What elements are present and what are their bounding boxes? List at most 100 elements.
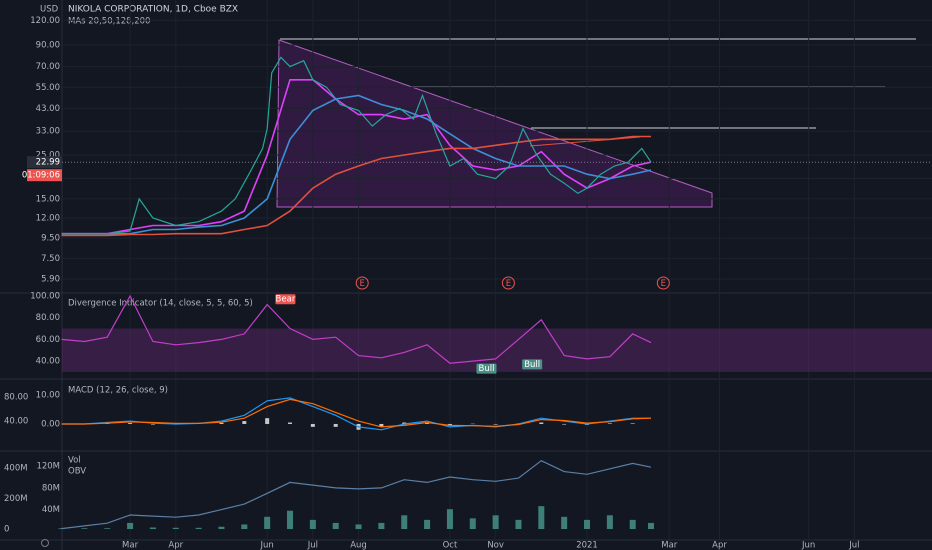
y-tick-label: 40.00 — [4, 417, 28, 427]
histogram-bar — [265, 418, 270, 424]
y-tick-label: 12.00 — [36, 214, 60, 224]
ma-legend: MAs 20,50,128,200 — [68, 17, 150, 27]
indicator-title: MACD (12, 26, close, 9) — [68, 386, 168, 396]
volume-bar — [606, 515, 613, 530]
signal-label: Bear — [276, 295, 296, 305]
y-tick-label: 0 — [4, 525, 9, 535]
y-tick-label: 80.00 — [4, 392, 28, 402]
x-tick-label: Apr — [712, 541, 727, 550]
x-tick-label: Mar — [122, 541, 139, 550]
histogram-bar — [310, 423, 315, 427]
indicator-title: Divergence Indicator (14, close, 5, 5, 6… — [68, 299, 253, 309]
volume-bar — [446, 509, 453, 530]
histogram-bar — [333, 423, 338, 427]
y-tick-label: 5.90 — [41, 274, 60, 284]
volume-bar — [401, 515, 408, 530]
x-tick-label: 2021 — [576, 541, 598, 550]
y-tick-label: 100.00 — [30, 291, 60, 301]
y-tick-label: 55.00 — [36, 83, 60, 93]
y-tick-label: 120.00 — [30, 16, 60, 26]
currency: USD — [40, 5, 59, 15]
histogram-bar — [402, 422, 407, 424]
y-tick-label: 200M — [4, 494, 28, 504]
y-tick-label: 15.00 — [36, 194, 60, 204]
volume-bar — [218, 526, 225, 530]
x-tick-label: Jun — [260, 541, 274, 550]
histogram-bar — [539, 422, 544, 424]
volume-bar — [309, 519, 316, 530]
volume-bar — [104, 528, 111, 530]
histogram-bar — [493, 423, 498, 425]
x-tick-label: Jun — [801, 541, 815, 550]
moving-average — [61, 135, 651, 237]
x-tick-label: Apr — [168, 541, 183, 550]
volume-bar — [355, 524, 362, 530]
x-tick-label: Aug — [350, 541, 367, 550]
volume-bar — [81, 528, 88, 530]
moving-average — [61, 94, 652, 235]
x-tick-label: Oct — [443, 541, 458, 550]
symbol-title: NIKOLA CORPORATION, 1D, Cboe BZX — [68, 5, 238, 15]
countdown: 01:09:06 — [22, 171, 60, 181]
y-tick-label: 10.00 — [36, 391, 60, 401]
earnings-marker — [656, 276, 670, 290]
settings-icon[interactable] — [41, 539, 49, 547]
price-line — [61, 294, 652, 364]
histogram-bar — [447, 423, 452, 426]
histogram-bar — [607, 423, 612, 424]
signal-label: Bull — [524, 360, 540, 370]
histogram-bar — [562, 423, 567, 425]
y-tick-label: 9.50 — [41, 234, 60, 244]
volume-bar — [241, 524, 248, 530]
y-tick-label: 0.00 — [41, 419, 60, 429]
volume-bar — [538, 506, 545, 530]
volume-bar — [195, 527, 202, 530]
y-tick-label: 40.00 — [36, 357, 60, 367]
signal-label-box — [476, 363, 497, 374]
y-tick-label: 43.00 — [36, 104, 60, 114]
volume-bar — [561, 516, 568, 530]
signal-label-box — [522, 359, 543, 370]
y-tick-label: 7.50 — [41, 254, 60, 264]
x-tick-label: Nov — [487, 541, 504, 550]
histogram-bar — [379, 423, 384, 427]
histogram-bar — [630, 423, 635, 424]
band — [62, 328, 932, 372]
indicator-title: OBV — [68, 467, 86, 477]
histogram-bar — [288, 422, 293, 424]
signal-label: Bull — [479, 364, 495, 374]
y-tick-label: 33.00 — [36, 127, 60, 137]
histogram-bar — [150, 423, 155, 425]
earnings-label: E — [661, 279, 666, 289]
x-tick-label: Mar — [661, 541, 678, 550]
volume-bar — [378, 522, 385, 530]
last-price-box — [27, 156, 62, 169]
indicator-title: Vol — [68, 456, 81, 466]
volume-bar — [469, 518, 476, 530]
histogram-bar — [128, 423, 133, 424]
earnings-label: E — [360, 279, 365, 289]
volume-bar — [647, 522, 654, 530]
y-tick-label: 40M — [42, 505, 60, 515]
price-line — [61, 56, 652, 235]
y-tick-label: 25.00 — [36, 150, 60, 160]
y-tick-label: 60.00 — [36, 335, 60, 345]
volume-bar — [492, 515, 499, 530]
y-tick-label: 80.00 — [36, 313, 60, 323]
volume-bar — [584, 519, 591, 530]
x-tick-label: Jul — [848, 541, 859, 550]
volume-bar — [629, 519, 636, 530]
y-tick-label: 120M — [36, 462, 60, 472]
volume-bar — [264, 516, 271, 530]
signal-label-box — [275, 294, 296, 305]
x-tick-label: Jul — [307, 541, 318, 550]
y-tick-label: 400M — [4, 464, 28, 474]
volume-bar — [515, 519, 522, 530]
y-tick-label: 90.00 — [36, 41, 60, 51]
volume-bar — [149, 527, 156, 530]
earnings-label: E — [506, 279, 511, 289]
y-tick-label: 70.00 — [36, 62, 60, 72]
